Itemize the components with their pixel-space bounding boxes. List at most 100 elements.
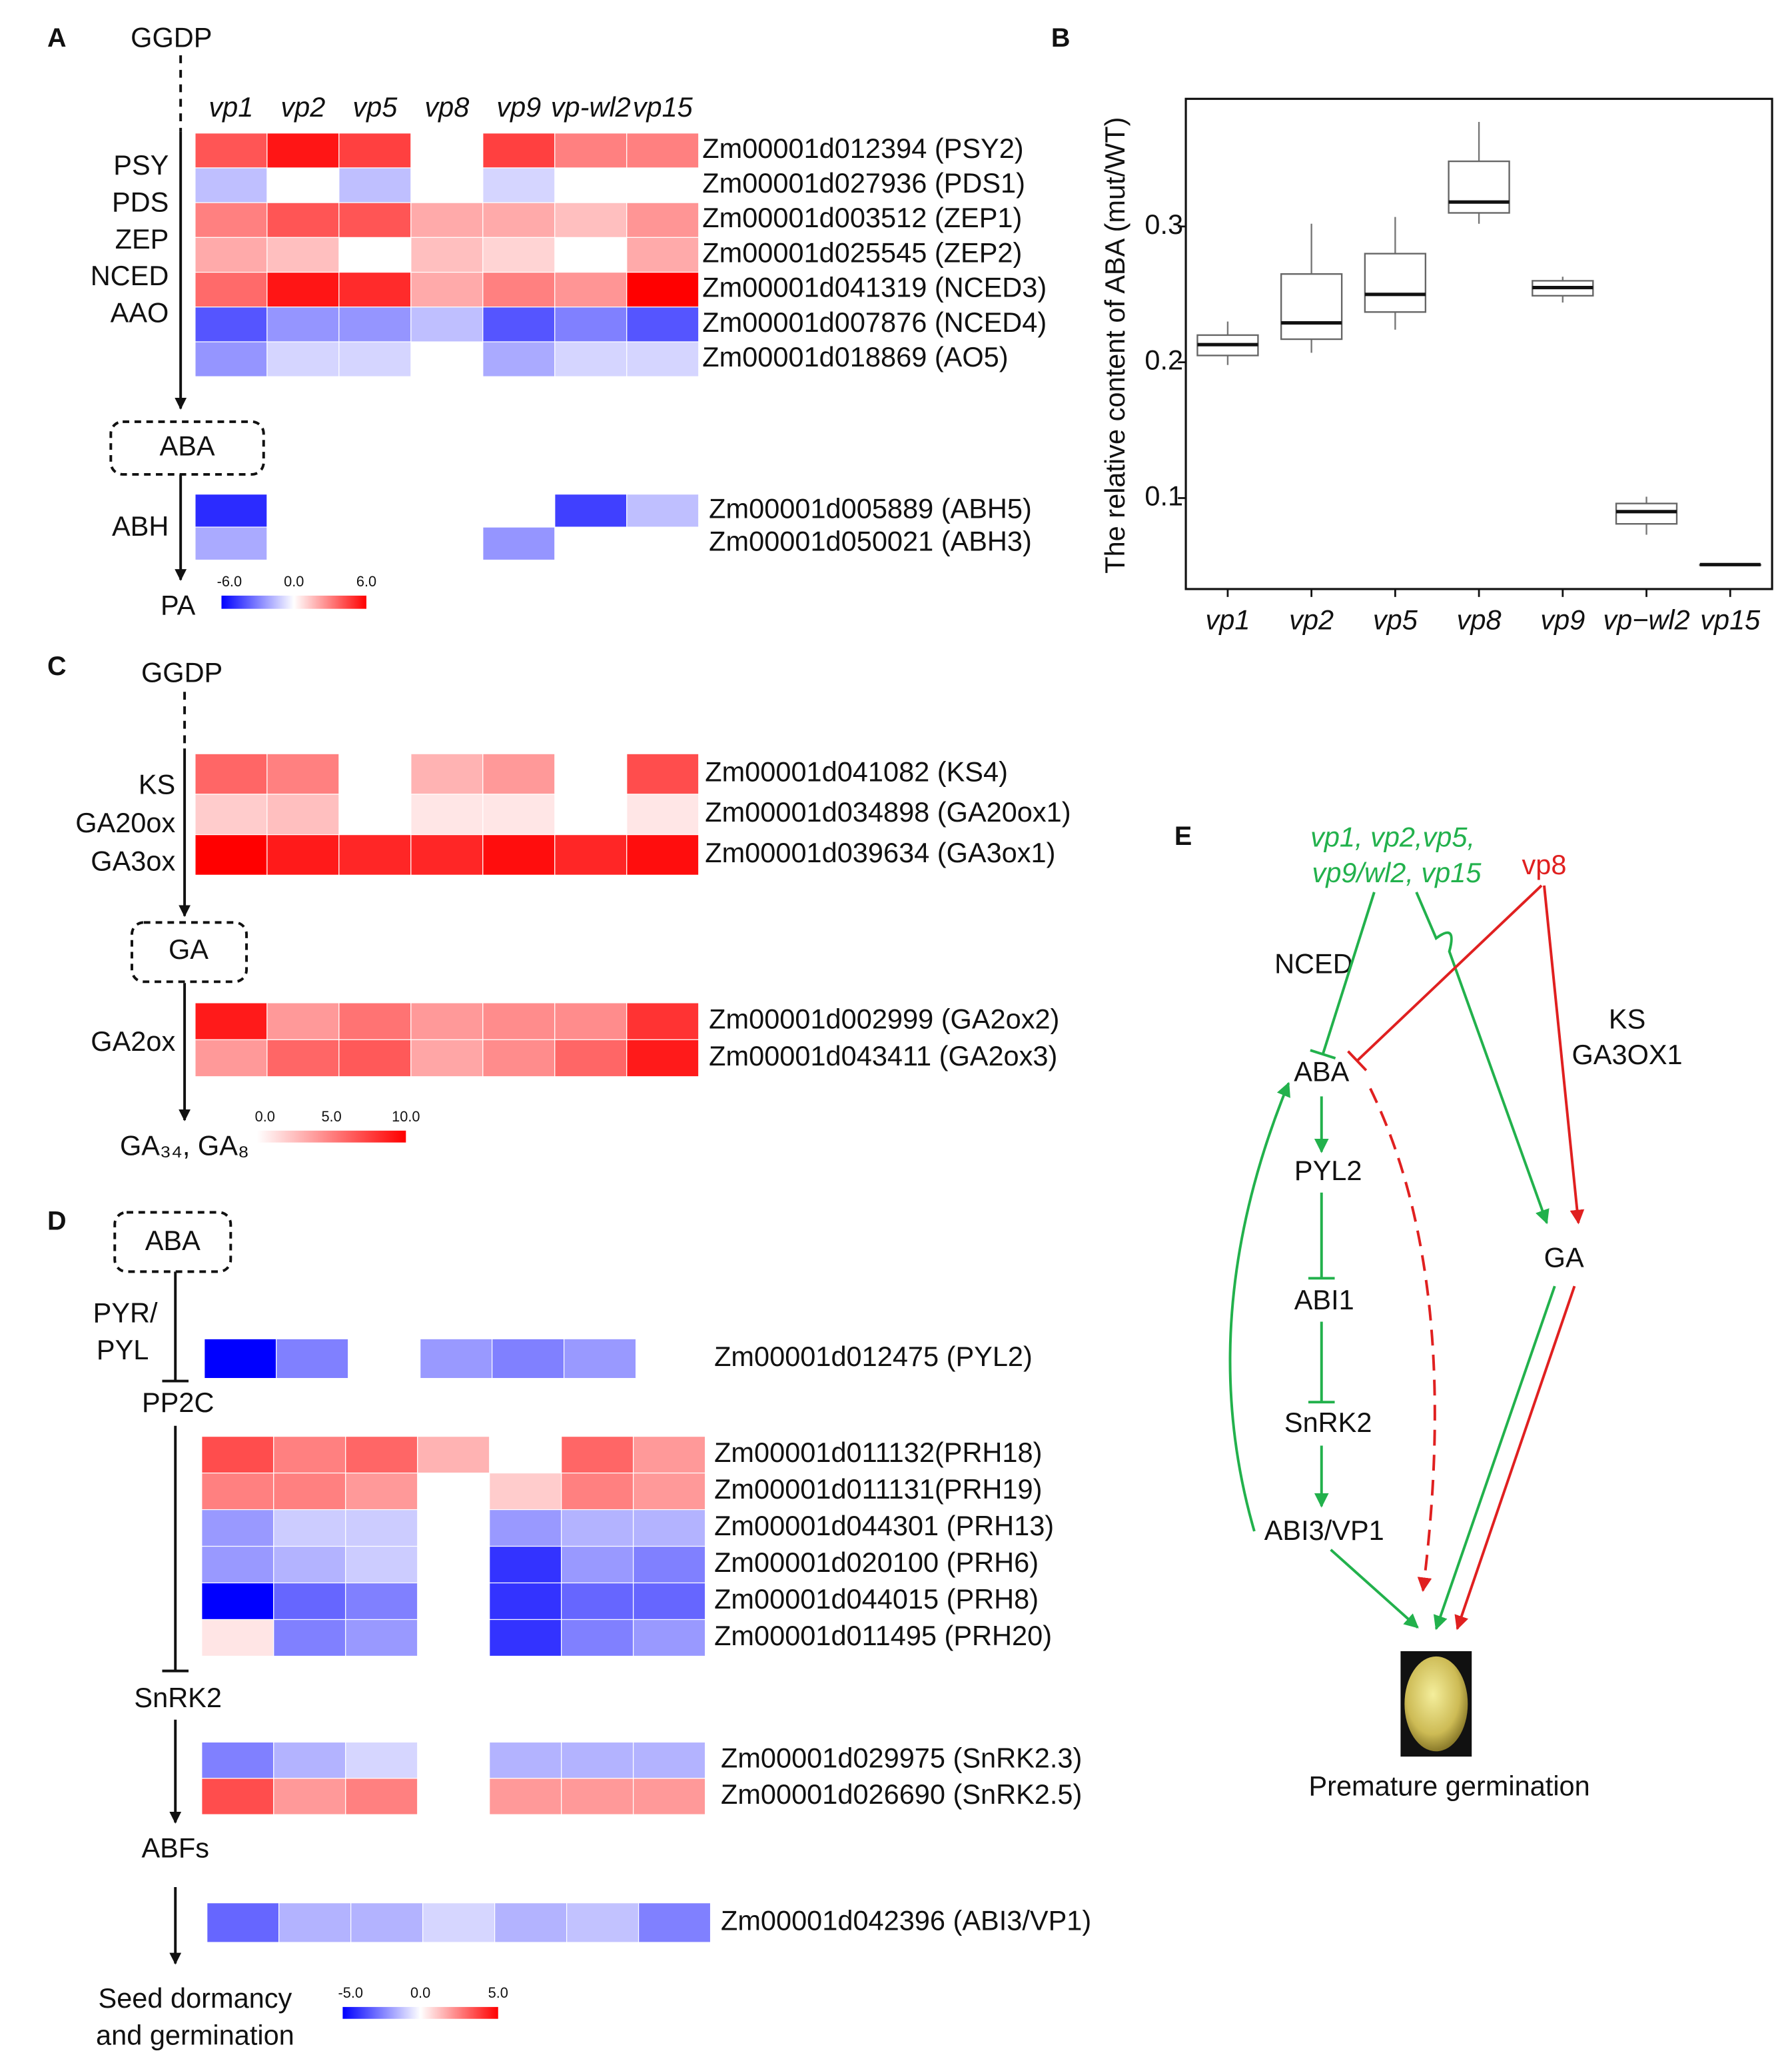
column-label: vp8	[424, 91, 469, 123]
arrow-curve	[1415, 892, 1550, 1225]
heatmap-cell	[561, 1436, 634, 1474]
heatmap-cell	[273, 1619, 346, 1657]
heatmap-cell	[195, 1039, 268, 1077]
heatmap-cell	[482, 202, 556, 238]
heatmap-cell	[345, 1472, 418, 1511]
pathway-label: PDS	[112, 187, 169, 218]
heatmap-cell	[554, 202, 628, 238]
heatmap-cell	[554, 1002, 628, 1040]
pathway-label: ABFs	[141, 1832, 209, 1864]
x-tick-label: vp5	[1373, 604, 1418, 635]
heatmap-cell	[195, 1002, 268, 1040]
diagram-label: ABI3/VP1	[1264, 1515, 1384, 1546]
pathway-label: GA	[169, 934, 209, 965]
pathway-label: SnRK2	[134, 1682, 222, 1713]
colorbar-tick-label: -6.0	[217, 573, 242, 590]
heatmap-cell	[266, 271, 340, 308]
heatmap-cell	[626, 1002, 699, 1040]
heatmap-cell	[626, 133, 699, 169]
heatmap-cell	[626, 237, 699, 273]
heatmap-cell	[410, 753, 484, 795]
heatmap-cell	[561, 1509, 634, 1547]
heatmap-cell	[201, 1545, 274, 1584]
heatmap-cell	[266, 237, 340, 273]
heatmap-cell	[492, 1338, 565, 1379]
heatmap-cell	[410, 794, 484, 836]
box	[1364, 253, 1427, 313]
colorbar-tick-label: 5.0	[488, 1984, 508, 2001]
gene-label: Zm00001d012394 (PSY2)	[702, 133, 1023, 164]
y-tick-label: 0.2	[1144, 344, 1183, 376]
x-tick-label: vp2	[1289, 604, 1334, 635]
arrow-curve	[1228, 1081, 1290, 1532]
diagram-label: NCED	[1274, 948, 1353, 980]
colorbar	[342, 2006, 498, 2019]
heatmap-cell	[204, 1338, 277, 1379]
heatmap-cell	[345, 1545, 418, 1584]
x-tick-label: vp15	[1700, 604, 1761, 635]
pathway-label: KS	[139, 769, 175, 800]
inhibition-line	[1356, 884, 1543, 1062]
heatmap-cell	[554, 271, 628, 308]
heatmap-cell	[410, 307, 484, 343]
heatmap-cell	[626, 834, 699, 876]
heatmap-cell	[482, 237, 556, 273]
column-label: vp15	[633, 91, 693, 123]
heatmap-cell	[482, 307, 556, 343]
heatmap-cell	[195, 526, 268, 561]
heatmap-cell	[561, 1619, 634, 1657]
heatmap-cell	[554, 1039, 628, 1077]
colorbar-tick-label: 5.0	[321, 1108, 341, 1125]
heatmap-cell	[482, 834, 556, 876]
pathway-label: PYL	[97, 1334, 149, 1365]
pathway-box	[131, 921, 248, 984]
heatmap-cell	[338, 202, 412, 238]
gene-label: Zm00001d011131(PRH19)	[714, 1473, 1042, 1505]
heatmap-cell	[482, 133, 556, 169]
panel-label: A	[47, 23, 67, 53]
heatmap-cell	[633, 1472, 706, 1511]
heatmap-cell	[201, 1582, 274, 1621]
column-label: vp-wl2	[551, 91, 631, 123]
diagram-label: Premature germination	[1308, 1770, 1589, 1802]
heatmap-cell	[626, 1039, 699, 1077]
diagram-label: KS	[1609, 1004, 1645, 1035]
gene-label: Zm00001d034898 (GA20ox1)	[705, 796, 1071, 828]
heatmap-cell	[195, 202, 268, 238]
colorbar-tick-label: 0.0	[410, 1984, 430, 2001]
gene-label: Zm00001d012475 (PYL2)	[714, 1341, 1033, 1372]
heatmap-cell	[278, 1902, 352, 1943]
heatmap-cell	[345, 1778, 418, 1815]
heatmap-cell	[554, 307, 628, 343]
heatmap-cell	[626, 794, 699, 836]
gene-label: Zm00001d042396 (ABI3/VP1)	[721, 1904, 1091, 1936]
heatmap-cell	[482, 167, 556, 203]
pathway-label: PP2C	[142, 1387, 214, 1418]
heatmap-cell	[345, 1509, 418, 1547]
heatmap-cell	[422, 1902, 496, 1943]
heatmap-cell	[482, 1002, 556, 1040]
heatmap-cell	[195, 753, 268, 795]
heatmap-cell	[266, 753, 340, 795]
heatmap-cell	[201, 1778, 274, 1815]
gene-label: Zm00001d050021 (ABH3)	[709, 526, 1032, 557]
box	[1280, 273, 1343, 341]
heatmap-cell	[489, 1509, 562, 1547]
heatmap-cell	[195, 271, 268, 308]
heatmap-cell	[638, 1902, 711, 1943]
heatmap-cell	[626, 307, 699, 343]
pathway-label: AAO	[111, 297, 169, 329]
colorbar-tick-label: 6.0	[356, 573, 376, 590]
pathway-label: PSY	[113, 149, 169, 181]
box	[1448, 160, 1510, 214]
heatmap-cell	[626, 494, 699, 528]
heatmap-cell	[554, 133, 628, 169]
pathway-label: PA	[161, 590, 196, 621]
panel-label: D	[47, 1207, 67, 1236]
arrow-line	[1330, 1549, 1419, 1629]
panel-label: B	[1051, 23, 1071, 53]
heatmap-cell	[554, 494, 628, 528]
heatmap-cell	[482, 271, 556, 308]
heatmap-cell	[482, 526, 556, 561]
heatmap-cell	[338, 167, 412, 203]
